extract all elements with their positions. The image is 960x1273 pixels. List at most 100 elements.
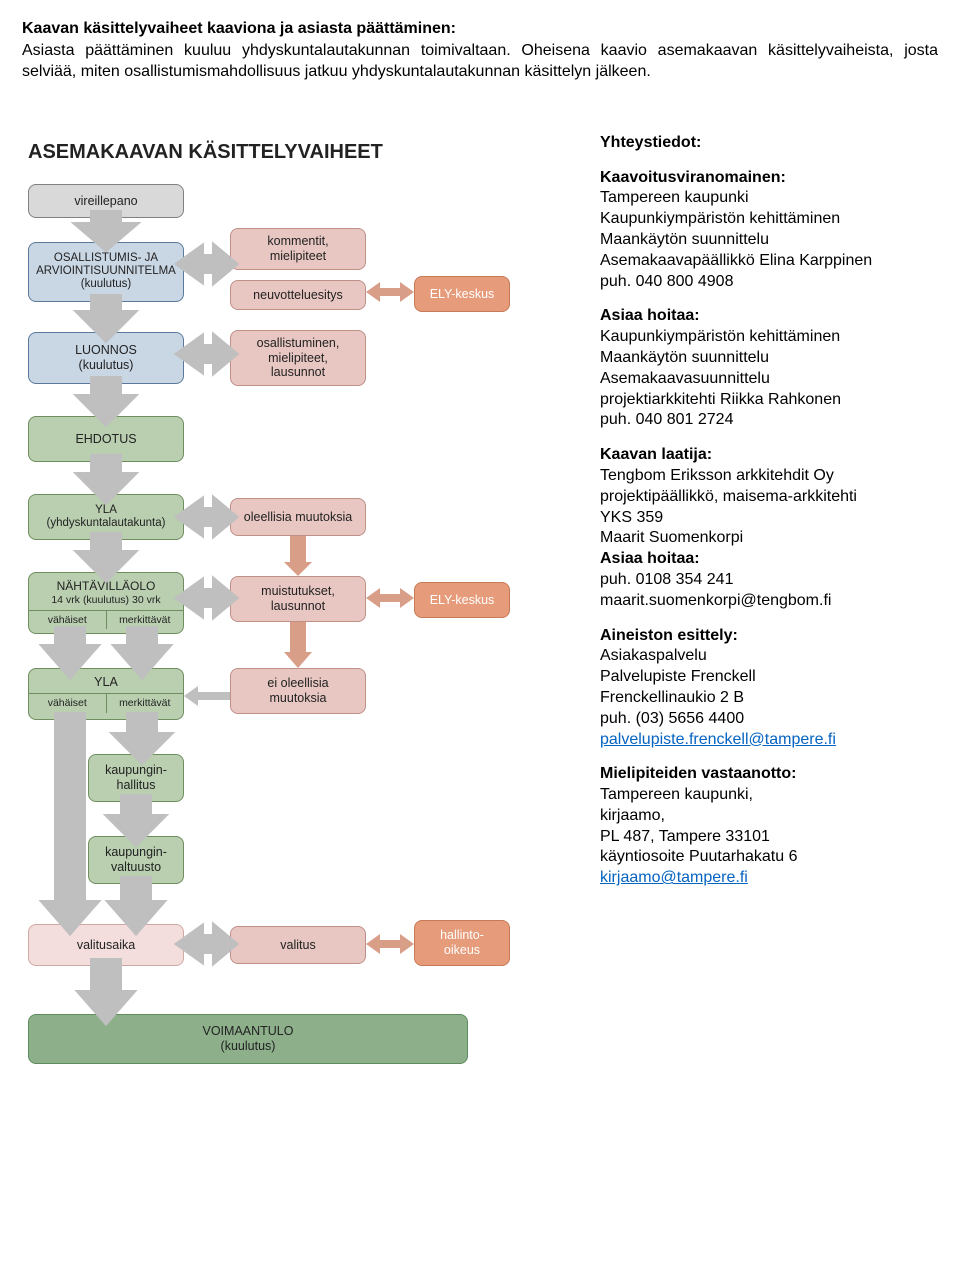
intro-body: Asiasta päättäminen kuuluu yhdyskuntalau… (22, 42, 938, 81)
box-nahtavilla: NÄHTÄVILLÄOLO 14 vrk (kuulutus) 30 vrk v… (28, 572, 184, 634)
l: kaupungin- (105, 845, 167, 859)
l: ELY-keskus (430, 593, 495, 607)
l: maarit.suomenkorpi@tengbom.fi (600, 592, 831, 609)
intro-paragraph: Kaavan käsittelyvaiheet kaaviona ja asia… (22, 18, 938, 83)
box-osallistumis: OSALLISTUMIS- JA ARVIOINTISUUNNITELMA (k… (28, 242, 184, 302)
box-kommentit: kommentit, mielipiteet (230, 228, 366, 270)
l: lausunnot (271, 365, 325, 379)
l: projektipäällikkö, maisema-arkkitehti (600, 488, 857, 505)
l: 30 vrk (132, 594, 161, 606)
contact-section-1: Asiaa hoitaa: Kaupunkiympäristön kehittä… (600, 306, 938, 431)
box-voimaantulo: VOIMAANTULO (kuulutus) (28, 1014, 468, 1064)
l: 14 vrk (51, 594, 80, 606)
l: oikeus (444, 943, 480, 957)
main-layout: ASEMAKAAVAN KÄSITTELYVAIHEET vireillepan… (22, 133, 938, 1194)
l: vähäiset (29, 611, 107, 629)
box-oleellisia: oleellisia muutoksia (230, 498, 366, 536)
box-valitusaika: valitusaika (28, 924, 184, 966)
box-kaup-hallitus: kaupungin- hallitus (88, 754, 184, 802)
l: puh. 040 801 2724 (600, 411, 733, 428)
l: NÄHTÄVILLÄOLO (57, 580, 156, 594)
box-ely2: ELY-keskus (414, 582, 510, 618)
l: hallinto- (440, 928, 484, 942)
l: (kuulutus) (79, 358, 134, 372)
l: Asemakaavasuunnittelu (600, 370, 770, 387)
l: Asiakaspalvelu (600, 647, 707, 664)
l: muutoksia (270, 691, 327, 705)
l: ei oleellisia (267, 676, 328, 690)
l: (yhdyskuntalautakunta) (47, 517, 166, 530)
box-ehdotus: EHDOTUS (28, 416, 184, 462)
l: oleellisia muutoksia (244, 510, 352, 524)
l: ARVIOINTISUUNNITELMA (36, 265, 176, 278)
l: Tampereen kaupunki, (600, 786, 753, 803)
l: (kuulutus) (83, 594, 129, 606)
l: projektiarkkitehti Riikka Rahkonen (600, 391, 841, 408)
t: Kaavan laatija: (600, 446, 712, 463)
box-valitus: valitus (230, 926, 366, 964)
l: kirjaamo, (600, 807, 665, 824)
l: lausunnot (271, 599, 325, 613)
l: Kaupunkiympäristön kehittäminen (600, 328, 840, 345)
l: puh. 040 800 4908 (600, 273, 733, 290)
box-ely1: ELY-keskus (414, 276, 510, 312)
contact-section-3: Aineiston esittely: Asiakaspalvelu Palve… (600, 626, 938, 751)
l: Kaupunkiympäristön kehittäminen (600, 210, 840, 227)
l: YLA (94, 675, 118, 689)
link[interactable]: kirjaamo@tampere.fi (600, 869, 748, 886)
l: YKS 359 (600, 509, 663, 526)
l: merkittävät (107, 694, 184, 712)
l: Maarit Suomenkorpi (600, 529, 743, 546)
box-vireillepano: vireillepano (28, 184, 184, 218)
box-neuvottelu: neuvotteluesitys (230, 280, 366, 310)
l: kaupungin- (105, 763, 167, 777)
l: LUONNOS (75, 343, 137, 357)
l: (kuulutus) (221, 1039, 276, 1053)
t: Asiaa hoitaa: (600, 307, 700, 324)
box-yla1: YLA (yhdyskuntalautakunta) (28, 494, 184, 540)
l: puh. (03) 5656 4400 (600, 710, 744, 727)
l: valtuusto (111, 860, 161, 874)
l: kommentit, (267, 234, 328, 248)
l: Asemakaavapäällikkö Elina Karppinen (600, 252, 872, 269)
label: vireillepano (74, 194, 137, 208)
box-muistutukset: muistutukset, lausunnot (230, 576, 366, 622)
box-ei-oleellisia: ei oleellisia muutoksia (230, 668, 366, 714)
l: Maankäytön suunnittelu (600, 349, 769, 366)
box-luonnos: LUONNOS (kuulutus) (28, 332, 184, 384)
box-hallinto: hallinto- oikeus (414, 920, 510, 966)
t: Aineiston esittely: (600, 627, 738, 644)
l: valitusaika (77, 938, 135, 952)
l: neuvotteluesitys (253, 288, 343, 302)
l: YLA (95, 504, 117, 517)
intro-title: Kaavan käsittelyvaiheet kaaviona ja asia… (22, 20, 456, 37)
contact-section-0: Kaavoitusviranomainen: Tampereen kaupunk… (600, 168, 938, 293)
l: mielipiteet (270, 249, 326, 263)
contact-panel: Yhteystiedot: Kaavoitusviranomainen: Tam… (600, 133, 938, 903)
l: EHDOTUS (75, 432, 136, 446)
l: merkittävät (107, 611, 184, 629)
l: puh. 0108 354 241 (600, 571, 733, 588)
contact-section-4: Mielipiteiden vastaanotto: Tampereen kau… (600, 764, 938, 889)
l: valitus (280, 938, 315, 952)
flowchart-canvas: vireillepano OSALLISTUMIS- JA ARVIOINTIS… (22, 184, 582, 1194)
l: ELY-keskus (430, 287, 495, 301)
l: mielipiteet, (268, 351, 328, 365)
l: muistutukset, (261, 584, 335, 598)
l: Frenckellinaukio 2 B (600, 689, 744, 706)
chart-title: ASEMAKAAVAN KÄSITTELYVAIHEET (22, 133, 582, 184)
flowchart-wrap: ASEMAKAAVAN KÄSITTELYVAIHEET vireillepan… (22, 133, 582, 1194)
l: (kuulutus) (81, 278, 132, 291)
l: Tengbom Eriksson arkkitehdit Oy (600, 467, 834, 484)
t: Asiaa hoitaa: (600, 550, 700, 567)
l: Tampereen kaupunki (600, 189, 749, 206)
box-osallistuminen: osallistuminen, mielipiteet, lausunnot (230, 330, 366, 386)
link[interactable]: palvelupiste.frenckell@tampere.fi (600, 731, 836, 748)
box-kaup-valtuusto: kaupungin- valtuusto (88, 836, 184, 884)
l: käyntiosoite Puutarhakatu 6 (600, 848, 797, 865)
l: OSALLISTUMIS- JA (54, 252, 158, 265)
t: Mielipiteiden vastaanotto: (600, 765, 796, 782)
l: Palvelupiste Frenckell (600, 668, 756, 685)
l: osallistuminen, (257, 336, 340, 350)
l: PL 487, Tampere 33101 (600, 828, 770, 845)
